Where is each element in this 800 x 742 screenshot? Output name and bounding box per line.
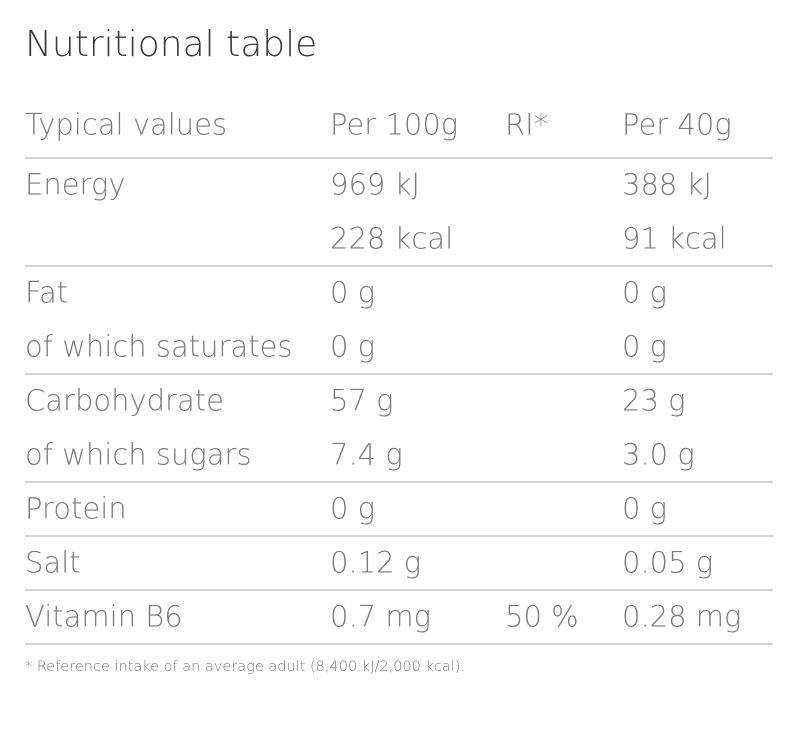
divider: [25, 265, 773, 267]
cell: 0 g: [622, 329, 668, 364]
cell: of which sugars: [25, 437, 252, 472]
cell: 388 kJ: [622, 167, 712, 202]
cell: 57 g: [330, 383, 394, 418]
header-cell: Typical values: [25, 107, 228, 142]
cell: 0 g: [330, 491, 376, 526]
cell: 0 g: [622, 491, 668, 526]
header-cell: Per 100g: [330, 107, 459, 142]
header-cell: RI*: [505, 107, 549, 142]
divider: [25, 373, 773, 375]
divider: [25, 535, 773, 537]
cell: Vitamin B6: [25, 599, 183, 634]
cell: Fat: [25, 275, 69, 310]
cell: 23 g: [622, 383, 686, 418]
cell: 228 kcal: [330, 221, 454, 256]
divider: [25, 157, 773, 159]
cell: 0 g: [622, 275, 668, 310]
header-cell: Per 40g: [622, 107, 732, 142]
cell: 0 g: [330, 329, 376, 364]
cell: 0.7 mg: [330, 599, 431, 634]
cell: 0.12 g: [330, 545, 422, 580]
title: Nutritional table: [25, 24, 318, 65]
cell: 3.0 g: [622, 437, 695, 472]
cell: Protein: [25, 491, 127, 526]
divider: [25, 481, 773, 483]
cell: 91 kcal: [622, 221, 727, 256]
footnote: * Reference intake of an average adult (…: [25, 658, 466, 675]
cell: Energy: [25, 167, 126, 202]
cell: Salt: [25, 545, 81, 580]
cell: 0 g: [330, 275, 376, 310]
cell: 50 %: [505, 599, 579, 634]
cell: 0.05 g: [622, 545, 714, 580]
divider: [25, 589, 773, 591]
cell: Carbohydrate: [25, 383, 224, 418]
cell: 7.4 g: [330, 437, 403, 472]
divider: [25, 643, 773, 645]
cell: 0.28 mg: [622, 599, 742, 634]
cell: 969 kJ: [330, 167, 420, 202]
cell: of which saturates: [25, 329, 293, 364]
